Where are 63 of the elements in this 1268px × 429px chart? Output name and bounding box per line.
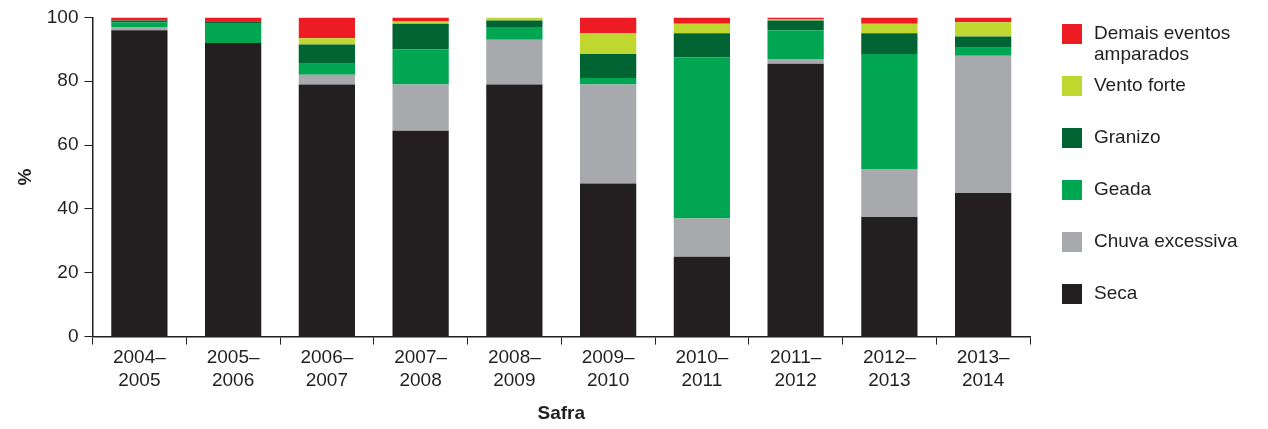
bar: [205, 23, 262, 43]
y-tick-label: 20: [57, 260, 79, 282]
bar: [298, 38, 355, 45]
x-tick-label: 2010–2011: [675, 346, 729, 391]
x-tick-label: 2005–2006: [206, 346, 260, 391]
bar: [673, 57, 730, 219]
bar: [955, 47, 1012, 56]
bar: [298, 44, 355, 64]
bar: [580, 17, 637, 34]
bar: [392, 17, 449, 22]
bar: [861, 54, 918, 170]
bar: [673, 17, 730, 24]
bar: [392, 23, 449, 50]
y-tick-label: 80: [57, 69, 79, 91]
bar: [673, 23, 730, 34]
bar: [298, 74, 355, 85]
y-tick-label: 60: [57, 133, 79, 155]
bar: [298, 63, 355, 75]
bar: [861, 33, 918, 55]
x-axis-title: Safra: [537, 401, 586, 423]
bar: [298, 17, 355, 39]
x-tick-label: 2009–2010: [581, 346, 635, 391]
bar: [580, 78, 637, 85]
legend-label: Vento forte: [1094, 74, 1187, 95]
bar: [111, 26, 168, 31]
y-tick-label: 100: [46, 5, 79, 27]
bar: [486, 26, 543, 40]
bar: [580, 84, 637, 184]
bar: [767, 58, 824, 64]
bar: [861, 23, 918, 34]
bar: [486, 20, 543, 27]
bar: [955, 55, 1012, 193]
bar: [486, 17, 543, 21]
legend-label: Chuva excessiva: [1094, 230, 1239, 251]
bar: [392, 49, 449, 85]
legend-label: Seca: [1094, 282, 1139, 303]
bar: [673, 218, 730, 257]
bar: [767, 30, 824, 59]
bar: [205, 21, 262, 24]
bar: [861, 169, 918, 217]
x-tick-label: 2004–2005: [112, 346, 167, 391]
y-tick-label: 0: [67, 324, 79, 346]
bar: [111, 22, 168, 27]
bar: [861, 17, 918, 24]
x-tick-label: 2008–2009: [487, 346, 542, 391]
bar: [673, 33, 730, 58]
y-tick-label: 40: [57, 197, 79, 219]
bar: [580, 33, 637, 55]
y-axis-title: %: [13, 168, 35, 186]
x-tick-label: 2011–2012: [769, 346, 822, 391]
bar: [767, 20, 824, 31]
legend-label: Granizo: [1094, 126, 1162, 147]
x-tick-label: 2013–2014: [956, 346, 1010, 391]
x-tick-label: 2012–2013: [862, 346, 917, 391]
bar: [486, 39, 543, 85]
legend-label: Demais eventos amparados: [1094, 22, 1232, 64]
bar: [392, 84, 449, 131]
bar: [580, 54, 637, 79]
legend-label: Geada: [1094, 178, 1153, 199]
x-tick-label: 2007–2008: [394, 346, 448, 391]
bar: [955, 22, 1012, 37]
bar: [955, 36, 1012, 48]
x-tick-label: 2006–2007: [300, 346, 354, 391]
